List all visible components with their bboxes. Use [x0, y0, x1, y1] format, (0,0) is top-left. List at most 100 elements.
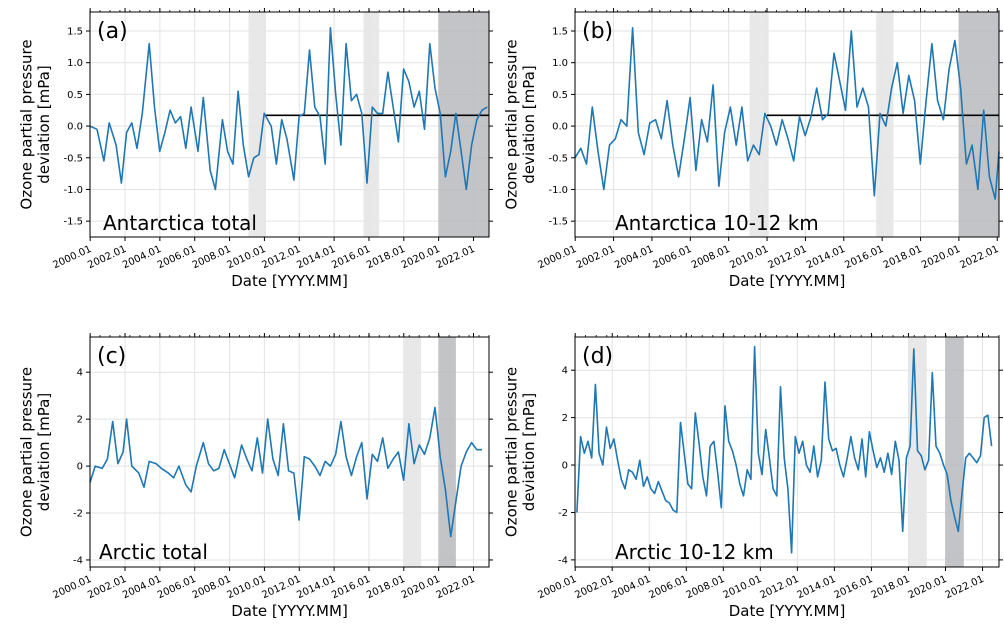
y-tick-label: 2: [77, 415, 83, 426]
y-axis-label: Ozone partial pressuredeviation [mPa]: [503, 39, 538, 209]
x-tick-label: 2012.01: [260, 244, 302, 271]
panel-c: -4 -2 0 2 4 2000.012002.012004.012006.012008.…: [18, 333, 493, 620]
x-tick-label: 2002.01: [573, 574, 615, 601]
y-axis-label-line2: deviation [mPa]: [35, 65, 53, 183]
x-tick-label: 2004.01: [613, 244, 655, 271]
shaded-period-dark: [438, 12, 489, 237]
y-tick-label: 2: [562, 413, 568, 424]
x-tick-label: 2022.01: [944, 574, 986, 601]
x-tick-label: 2006.01: [651, 244, 693, 271]
panel-letter: (d): [582, 344, 613, 369]
x-axis-label: Date [YYYY.MM]: [231, 602, 348, 620]
y-axis-label-line1: Ozone partial pressure: [503, 39, 521, 209]
axes-frame: [574, 336, 1000, 568]
y-tick-label: -2: [73, 509, 83, 520]
region-label: Antarctica 10-12 km: [615, 211, 819, 235]
x-tick-label: 2000.01: [536, 574, 578, 601]
y-tick-label: 1.0: [552, 58, 568, 69]
x-tick-label: 2010.01: [226, 244, 268, 271]
panel-letter: (a): [97, 19, 128, 44]
y-tick-label: 1.5: [552, 27, 568, 38]
y-tick-label: 0.5: [552, 90, 568, 101]
x-tick-label: 2016.01: [833, 574, 875, 601]
series-line: [89, 27, 488, 191]
y-tick-label: 0: [77, 462, 83, 473]
x-tick-label: 2006.01: [156, 244, 198, 271]
y-axis-label: Ozone partial pressuredeviation [mPa]: [503, 367, 538, 537]
x-axis-label: Date [YYYY.MM]: [729, 272, 846, 290]
x-tick-label: 2018.01: [365, 244, 407, 271]
y-tick-label: -2: [558, 508, 568, 519]
y-tick-label: -1.0: [548, 185, 568, 196]
x-axis-label: Date [YYYY.MM]: [729, 602, 846, 620]
x-tick-label: 2004.01: [121, 244, 163, 271]
panel-letter: (c): [97, 344, 126, 369]
y-axis-label: Ozone partial pressuredeviation [mPa]: [18, 367, 53, 537]
y-tick-label: -0.5: [548, 153, 568, 164]
x-tick-label: 2014.01: [295, 244, 337, 271]
x-tick-label: 2008.01: [191, 574, 233, 601]
x-axis-label: Date [YYYY.MM]: [231, 272, 348, 290]
x-tick-label: 2000.01: [51, 244, 93, 271]
region-label: Antarctica total: [103, 211, 257, 235]
y-tick-label: 1.0: [67, 58, 83, 69]
y-axis-label-line2: deviation [mPa]: [520, 393, 538, 511]
x-tick-label: 2016.01: [843, 244, 885, 271]
y-tick-label: 4: [562, 366, 568, 377]
x-tick-label: 2022.01: [958, 244, 1000, 271]
region-label: Arctic 10-12 km: [615, 540, 774, 564]
y-axis-label-line1: Ozone partial pressure: [503, 367, 521, 537]
x-tick-label: 2020.01: [920, 244, 962, 271]
y-axis-label-line2: deviation [mPa]: [35, 393, 53, 511]
y-tick-label: -4: [73, 555, 83, 566]
x-tick-label: 2018.01: [365, 574, 407, 601]
x-tick-label: 2016.01: [330, 574, 372, 601]
x-tick-label: 2020.01: [400, 574, 442, 601]
y-tick-label: -4: [558, 555, 568, 566]
x-tick-label: 2008.01: [191, 244, 233, 271]
x-tick-label: 2000.01: [536, 244, 578, 271]
x-tick-label: 2014.01: [796, 574, 838, 601]
panel-d: -4 -2 0 2 4 2000.012002.012004.012006.012008.…: [503, 333, 1003, 620]
y-tick-label: 0.0: [552, 122, 568, 133]
x-tick-label: 2002.01: [575, 244, 617, 271]
x-tick-label: 2010.01: [721, 574, 763, 601]
series-line: [576, 345, 993, 554]
panel-a: -1.5-1.0-0.50.00.51.01.52000.012002.0120…: [18, 8, 493, 290]
y-tick-label: -1.5: [63, 217, 83, 228]
x-tick-label: 2020.01: [907, 574, 949, 601]
x-tick-label: 2018.01: [882, 244, 924, 271]
y-tick-label: 0: [562, 461, 568, 472]
y-tick-label: 0.0: [67, 122, 83, 133]
x-tick-label: 2020.01: [400, 244, 442, 271]
y-axis-label-line1: Ozone partial pressure: [18, 39, 36, 209]
x-tick-label: 2004.01: [610, 574, 652, 601]
shaded-period-dark: [438, 337, 456, 567]
x-tick-label: 2018.01: [870, 574, 912, 601]
x-tick-label: 2010.01: [728, 244, 770, 271]
panel-letter: (b): [582, 19, 613, 44]
y-axis-label-line2: deviation [mPa]: [520, 65, 538, 183]
x-tick-label: 2002.01: [86, 574, 128, 601]
series-line: [574, 27, 1000, 200]
x-tick-label: 2016.01: [330, 244, 372, 271]
y-tick-label: 4: [77, 368, 83, 379]
shaded-period-dark: [945, 337, 964, 567]
shaded-period-light: [248, 12, 266, 237]
x-tick-label: 2022.01: [435, 244, 477, 271]
x-tick-label: 2002.01: [86, 244, 128, 271]
y-tick-label: -0.5: [63, 153, 83, 164]
x-tick-label: 2008.01: [690, 244, 732, 271]
y-axis-label-line1: Ozone partial pressure: [18, 367, 36, 537]
region-label: Arctic total: [99, 540, 208, 564]
y-tick-label: 0.5: [67, 90, 83, 101]
x-tick-label: 2004.01: [121, 574, 163, 601]
x-tick-label: 2006.01: [156, 574, 198, 601]
y-axis-label: Ozone partial pressuredeviation [mPa]: [18, 39, 53, 209]
y-tick-label: -1.5: [548, 217, 568, 228]
x-tick-label: 2014.01: [295, 574, 337, 601]
shaded-period-dark: [958, 12, 999, 237]
axes-frame: [89, 336, 490, 568]
series-line: [89, 406, 482, 538]
